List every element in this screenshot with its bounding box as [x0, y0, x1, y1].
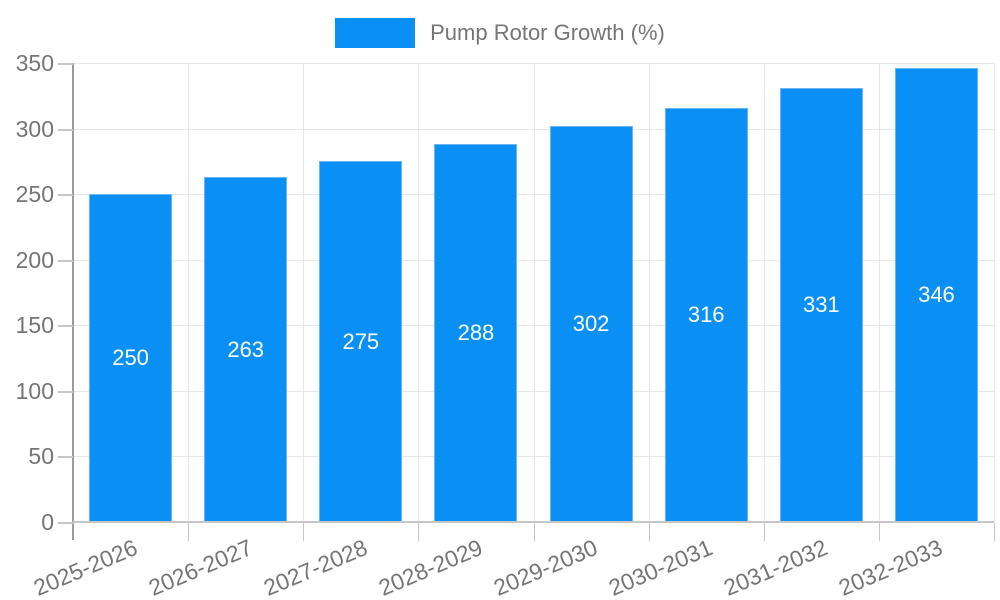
bar[interactable]: 302: [549, 125, 633, 522]
y-axis-tick-label: 100: [15, 377, 54, 404]
x-axis-tick: [188, 523, 190, 541]
gridline-vertical: [188, 63, 190, 522]
gridline-vertical: [303, 63, 305, 522]
x-axis-tick: [648, 523, 650, 541]
bar[interactable]: 331: [779, 87, 863, 522]
y-axis-tick-label: 250: [15, 181, 54, 208]
bar[interactable]: 316: [664, 107, 748, 522]
bar[interactable]: 288: [434, 144, 518, 522]
y-axis-tick: [58, 63, 73, 65]
bar-value-label: 346: [918, 282, 955, 308]
bar-value-label: 331: [802, 291, 840, 317]
legend[interactable]: Pump Rotor Growth (%): [0, 18, 1000, 48]
bar-value-label: 316: [687, 301, 725, 327]
x-axis-tick: [763, 523, 765, 541]
bar[interactable]: 346: [894, 68, 978, 522]
gridline-vertical: [648, 63, 650, 522]
gridline-vertical: [763, 63, 765, 522]
y-axis-tick: [58, 522, 73, 524]
plot-area: 250 263 275 288 302 316 331 346: [73, 63, 995, 522]
bar-value-label: 302: [572, 310, 610, 336]
gridline-vertical: [994, 63, 995, 522]
bar-value-label: 250: [112, 345, 149, 371]
y-axis-tick-label: 50: [28, 443, 54, 470]
gridline-vertical: [878, 63, 880, 522]
legend-label: Pump Rotor Growth (%): [430, 20, 665, 45]
y-axis-tick-label: 300: [15, 115, 54, 142]
y-axis-tick-label: 150: [15, 312, 54, 339]
bar[interactable]: 275: [319, 161, 403, 522]
x-axis-tick: [533, 523, 535, 541]
y-axis-tick: [58, 456, 73, 459]
y-axis-tick: [58, 390, 73, 393]
x-axis-tick: [418, 523, 420, 541]
y-axis-tick: [58, 128, 73, 131]
y-axis-line: [72, 63, 74, 540]
y-axis-tick: [58, 259, 73, 262]
bar-value-label: 275: [342, 328, 380, 354]
gridline-vertical: [418, 63, 420, 522]
bar[interactable]: 263: [204, 177, 288, 522]
x-axis-tick: [994, 523, 995, 541]
y-axis-tick-label: 200: [15, 246, 54, 273]
y-axis-tick: [58, 325, 73, 328]
x-axis-tick: [303, 523, 305, 541]
y-axis-tick: [58, 194, 73, 197]
bar-value-label: 263: [227, 336, 265, 362]
gridline-vertical: [533, 63, 535, 522]
x-axis-line: [73, 521, 994, 523]
y-axis-tick-label: 0: [41, 509, 54, 535]
x-axis-tick: [878, 523, 880, 541]
legend-swatch-icon: [335, 18, 416, 48]
bar-value-label: 288: [457, 320, 495, 346]
bar[interactable]: 250: [89, 194, 173, 522]
y-axis-tick-label: 350: [15, 50, 54, 76]
